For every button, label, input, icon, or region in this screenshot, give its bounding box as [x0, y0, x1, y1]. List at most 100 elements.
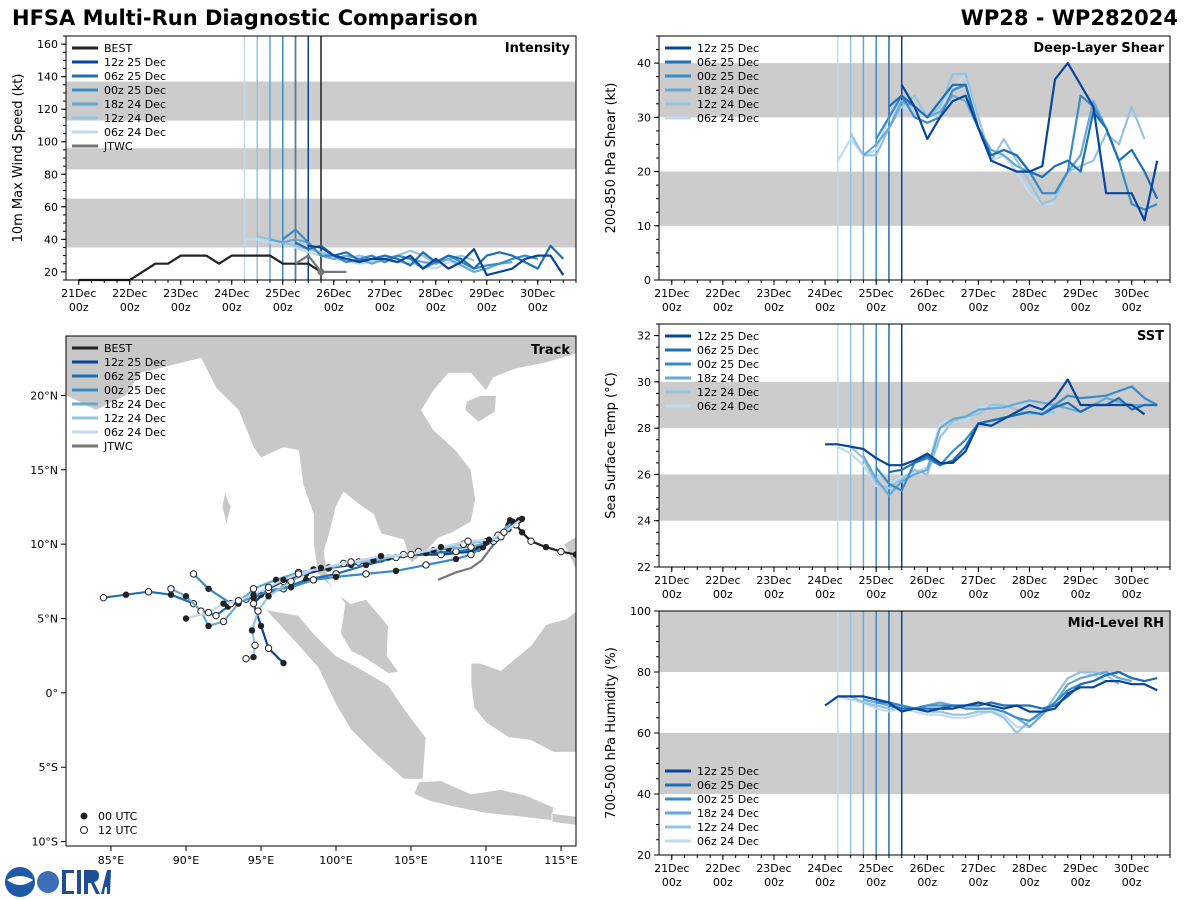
series-12z-25-dec	[308, 244, 565, 277]
y-tick-label: 80	[44, 168, 58, 181]
x-tick-label: 00z	[324, 301, 344, 314]
shaded-band	[659, 733, 1170, 794]
x-tick-label: 110°E	[469, 854, 502, 867]
x-tick-label: 21Dec	[654, 574, 689, 587]
track-point-00utc	[332, 573, 340, 581]
track-map	[66, 336, 576, 846]
land-mass	[264, 608, 427, 780]
x-tick-label: 00z	[1020, 301, 1040, 314]
y-tick-label: 20°N	[30, 389, 58, 402]
track-06z-25-dec	[103, 528, 510, 617]
y-tick-label: 20	[637, 849, 651, 862]
x-tick-label: 00z	[764, 301, 784, 314]
x-tick-label: 00z	[426, 301, 446, 314]
track-point-12utc	[144, 588, 153, 596]
x-tick-label: 00z	[120, 301, 140, 314]
legend-label-06z-24-dec: 06z 24 Dec	[697, 835, 759, 848]
legend-label-12z-24-dec: 12z 24 Dec	[104, 112, 166, 125]
series-12z-24-dec	[850, 670, 1120, 735]
series-12z-24-dec	[849, 72, 1146, 206]
legend-label-best: BEST	[104, 342, 132, 355]
panel-title: Intensity	[505, 41, 571, 56]
x-tick-label: 21Dec	[654, 287, 689, 300]
track-point-12utc	[500, 528, 508, 536]
legend-label-18z-24-dec: 18z 24 Dec	[104, 398, 166, 411]
series-best	[78, 254, 322, 282]
y-tick-label: 10°N	[30, 538, 58, 551]
y-tick-label: 0	[644, 274, 651, 287]
y-axis-label: 10m Max Wind Speed (kt)	[11, 74, 26, 243]
marker-legend-12utc	[80, 826, 88, 834]
x-tick-label: 00z	[764, 588, 784, 601]
track-point-12utc	[362, 570, 370, 578]
y-axis-label: 200-850 hPa Shear (kt)	[604, 83, 619, 234]
x-tick-label: 26Dec	[910, 287, 945, 300]
panel-intensity: 2040608010012014016021Dec00z22Dec00z23De…	[11, 35, 577, 314]
land-mass	[66, 336, 576, 674]
x-tick-label: 00z	[1122, 301, 1142, 314]
x-tick-label: 30Dec	[1114, 862, 1149, 875]
shaded-band	[659, 611, 1170, 672]
x-tick-label: 22Dec	[705, 862, 740, 875]
track-point-00utc	[362, 561, 370, 569]
marker-legend-label: 12 UTC	[98, 824, 138, 837]
track-point-12utc	[309, 576, 318, 584]
x-tick-label: 00z	[1122, 876, 1142, 889]
x-tick-label: 23Dec	[756, 862, 791, 875]
x-tick-label: 00z	[1071, 301, 1091, 314]
series-06z-25-dec	[888, 83, 1159, 200]
y-tick-label: 120	[37, 103, 58, 116]
series-12z-25-dec	[900, 61, 1159, 222]
panel-track: 85°E 90°E 95°E 100°E 105°E 110°E 115°E 10°S 5°S 0…	[30, 335, 578, 867]
land-mass	[470, 610, 576, 753]
y-axis-label: 700-500 hPa Humidity (%)	[604, 647, 619, 819]
x-tick-label: 29Dec	[469, 287, 504, 300]
x-tick-label: 00z	[69, 301, 89, 314]
legend-label-06z-24-dec: 06z 24 Dec	[104, 126, 166, 139]
x-tick-label: 26Dec	[316, 287, 351, 300]
panel-title: Mid-Level RH	[1068, 616, 1164, 631]
x-tick-label: 00z	[866, 301, 886, 314]
land-mass	[66, 558, 67, 605]
x-tick-label: 00z	[171, 301, 191, 314]
track-point-00utc	[287, 584, 295, 591]
track-point-00utc	[280, 576, 287, 584]
x-tick-label: 100°E	[319, 854, 352, 867]
y-tick-label: 22	[637, 561, 651, 574]
legend-label-12z-25-dec: 12z 25 Dec	[697, 765, 759, 778]
track-point-00utc	[205, 622, 212, 630]
x-tick-label: 26Dec	[910, 862, 945, 875]
x-tick-label: 27Dec	[961, 862, 996, 875]
legend-label-00z-25-dec: 00z 25 Dec	[697, 358, 759, 371]
x-tick-label: 00z	[477, 301, 497, 314]
storm-id: WP28 - WP282024	[960, 6, 1178, 30]
panel-sst: 22242628303221Dec00z22Dec00z23Dec00z24De…	[604, 323, 1171, 601]
track-point-00utc	[182, 593, 190, 600]
y-tick-label: 15°N	[30, 464, 58, 477]
track-point-00utc	[250, 591, 257, 598]
x-tick-label: 95°E	[248, 854, 274, 867]
x-tick-label: 30Dec	[1114, 287, 1149, 300]
x-tick-label: 26Dec	[910, 574, 945, 587]
track-point-12utc	[254, 607, 262, 615]
x-tick-label: 00z	[968, 588, 988, 601]
x-tick-label: 28Dec	[1012, 574, 1047, 587]
track-point-00utc	[272, 576, 280, 584]
x-tick-label: 00z	[713, 588, 733, 601]
x-tick-label: 22Dec	[112, 287, 147, 300]
series-06z-24-dec	[836, 72, 1055, 206]
y-tick-label: 140	[37, 71, 58, 84]
track-point-12utc	[219, 617, 228, 626]
legend-label-00z-25-dec: 00z 25 Dec	[697, 793, 759, 806]
x-tick-label: 25Dec	[859, 862, 894, 875]
land-mass	[224, 533, 227, 537]
x-tick-label: 00z	[662, 876, 682, 889]
x-tick-label: 24Dec	[807, 287, 842, 300]
legend-label-jtwc: JTWC	[103, 140, 133, 153]
axes-frame	[65, 335, 577, 847]
y-tick-label: 24	[637, 515, 651, 528]
track-point-12utc	[467, 550, 475, 559]
legend-label-18z-24-dec: 18z 24 Dec	[697, 372, 759, 385]
x-tick-label: 00z	[968, 301, 988, 314]
panel-title: Track	[531, 343, 570, 358]
